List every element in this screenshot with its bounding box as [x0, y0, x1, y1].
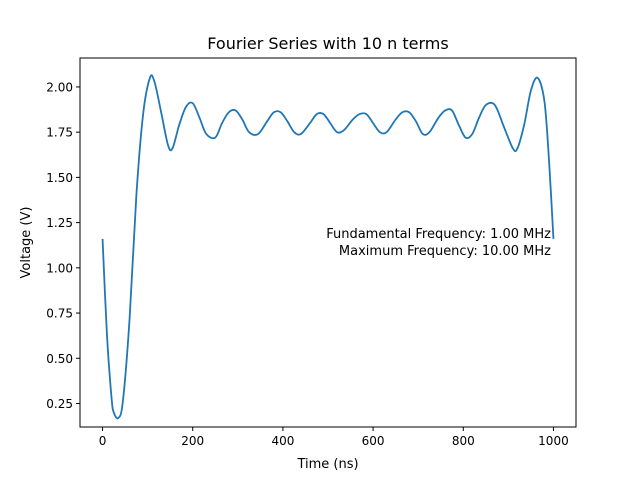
y-tick-label: 2.00: [46, 80, 73, 94]
y-axis-label: Voltage (V): [19, 207, 34, 279]
y-tick-label: 1.00: [46, 261, 73, 275]
y-tick-label: 1.25: [46, 216, 73, 230]
x-tick-label: 200: [181, 434, 204, 448]
x-tick-label: 0: [99, 434, 107, 448]
plot-area: [101, 74, 555, 420]
series-line: [101, 74, 555, 420]
y-tick-label: 1.50: [46, 171, 73, 185]
y-tick-label: 0.50: [46, 352, 73, 366]
x-axis-ticks: 0 200 400 600 800 1000: [99, 427, 569, 448]
x-axis-label: Time (ns): [296, 457, 358, 472]
chart-title: Fourier Series with 10 n terms: [207, 34, 448, 53]
y-axis-ticks: 0.25 0.50 0.75 1.00 1.25 1.50 1.75 2.00: [46, 80, 80, 411]
x-tick-label: 1000: [538, 434, 569, 448]
y-tick-label: 0.75: [46, 307, 73, 321]
x-tick-label: 600: [362, 434, 385, 448]
x-tick-label: 400: [271, 434, 294, 448]
annotation-fundamental-frequency: Fundamental Frequency: 1.00 MHz: [326, 227, 551, 242]
axes-frame: [79, 57, 577, 428]
y-tick-label: 0.25: [46, 397, 73, 411]
x-tick-label: 800: [452, 434, 475, 448]
y-tick-label: 1.75: [46, 126, 73, 140]
annotation-maximum-frequency: Maximum Frequency: 10.00 MHz: [339, 244, 551, 259]
